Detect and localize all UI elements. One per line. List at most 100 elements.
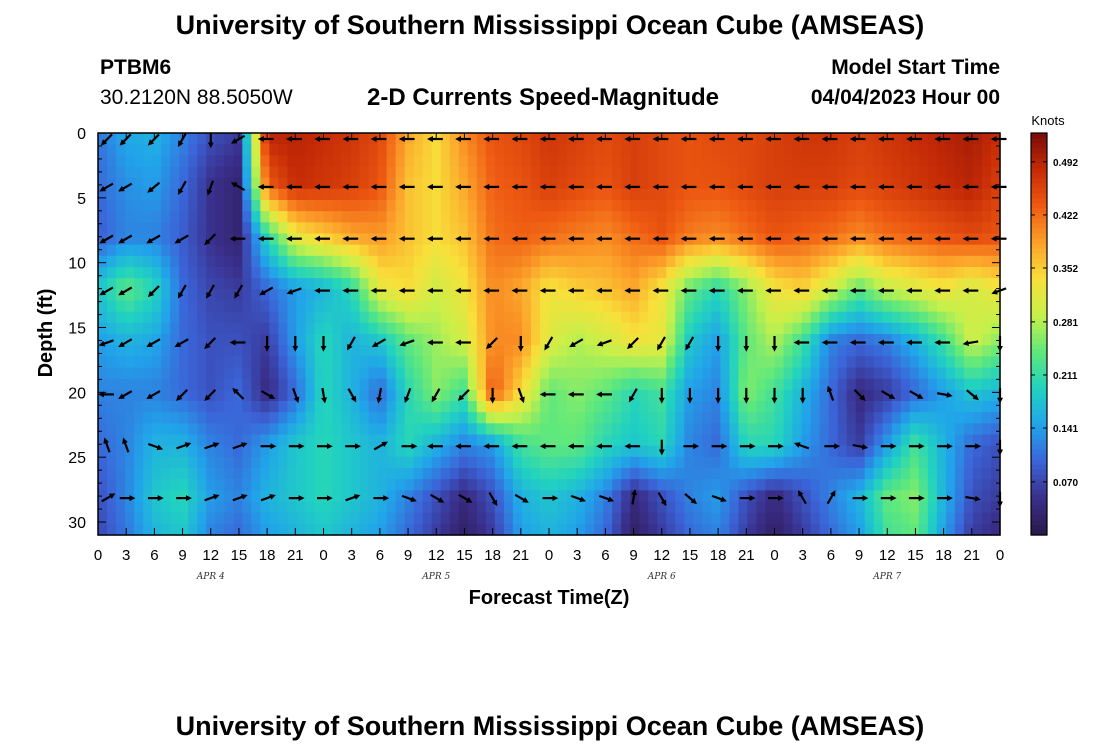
heatmap-cell	[792, 479, 803, 491]
heatmap-cell	[882, 490, 893, 503]
heatmap-cell	[377, 255, 388, 268]
heatmap-cell	[476, 222, 487, 235]
heatmap-cell	[963, 445, 974, 458]
heatmap-cell	[837, 512, 848, 525]
heatmap-cell	[377, 267, 388, 279]
colorbar-band	[1031, 278, 1047, 285]
heatmap-cell	[702, 289, 712, 302]
heatmap-cell	[521, 367, 532, 380]
heatmap-cell	[585, 233, 595, 246]
heatmap-cell	[603, 367, 613, 380]
heatmap-cell	[891, 166, 902, 179]
heatmap-cell	[981, 155, 992, 168]
heatmap-cell	[260, 423, 270, 436]
heatmap-cell	[720, 367, 730, 380]
heatmap-cell	[774, 490, 785, 503]
heatmap-cell	[846, 523, 857, 536]
heatmap-cell	[783, 278, 794, 290]
heatmap-cell	[675, 177, 685, 190]
heatmap-cell	[666, 334, 676, 346]
heatmap-cell	[278, 479, 289, 491]
heatmap-cell	[954, 401, 965, 413]
heatmap-cell	[981, 300, 992, 313]
heatmap-cell	[855, 177, 866, 190]
heatmap-cell	[206, 311, 216, 324]
heatmap-cell	[494, 345, 505, 357]
heatmap-cell	[684, 177, 694, 190]
heatmap-cell	[197, 166, 207, 179]
current-arrow	[206, 180, 215, 196]
heatmap-cell	[170, 177, 180, 190]
heatmap-cell	[233, 267, 243, 279]
heatmap-cell	[395, 456, 406, 469]
heatmap-cell	[675, 523, 685, 536]
heatmap-cell	[621, 322, 631, 335]
heatmap-cell	[774, 378, 785, 391]
heatmap-cell	[494, 423, 505, 436]
heatmap-cell	[675, 479, 685, 491]
heatmap-cell	[891, 445, 902, 458]
colorbar-band	[1031, 429, 1047, 436]
heatmap-cell	[783, 244, 794, 257]
heatmap-cell	[332, 267, 343, 279]
heatmap-cell	[693, 412, 703, 424]
heatmap-cell	[549, 278, 559, 290]
heatmap-cell	[648, 289, 658, 302]
heatmap-cell	[846, 501, 857, 514]
heatmap-cell	[981, 445, 992, 458]
heatmap-cell	[269, 155, 279, 168]
heatmap-cell	[260, 300, 270, 313]
heatmap-cell	[116, 501, 126, 514]
heatmap-cell	[98, 456, 108, 469]
heatmap-cell	[197, 289, 207, 302]
heatmap-cell	[431, 244, 442, 257]
heatmap-cell	[666, 177, 676, 190]
heatmap-cell	[684, 255, 694, 268]
heatmap-cell	[521, 456, 532, 469]
heatmap-cell	[215, 490, 225, 503]
heatmap-cell	[269, 401, 279, 413]
heatmap-cell	[891, 188, 902, 201]
heatmap-cell	[512, 512, 523, 525]
heatmap-cell	[972, 412, 983, 424]
heatmap-cell	[98, 200, 108, 212]
heatmap-cell	[675, 412, 685, 424]
heatmap-cell	[179, 222, 189, 235]
colorbar-band	[1031, 354, 1047, 360]
heatmap-cell	[188, 322, 198, 335]
colorbar-band	[1031, 328, 1047, 335]
heatmap-cell	[585, 378, 595, 391]
heatmap-cell	[873, 401, 884, 413]
heatmap-cell	[675, 289, 685, 302]
station-id: PTBM6	[100, 56, 172, 79]
heatmap-cell	[170, 155, 180, 168]
colorbar-band	[1031, 283, 1047, 290]
heatmap-cell	[918, 200, 929, 212]
heatmap-cell	[134, 423, 144, 436]
heatmap-cell	[233, 412, 243, 424]
heatmap-cell	[963, 523, 974, 536]
heatmap-cell	[765, 311, 776, 324]
heatmap-cell	[882, 211, 893, 223]
heatmap-cell	[711, 255, 721, 268]
heatmap-cell	[882, 345, 893, 357]
heatmap-cell	[197, 200, 207, 212]
heatmap-cell	[594, 423, 604, 436]
heatmap-cell	[981, 523, 992, 536]
heatmap-cell	[891, 423, 902, 436]
heatmap-cell	[350, 267, 361, 279]
heatmap-cell	[188, 378, 198, 391]
heatmap-cell	[918, 468, 929, 480]
heatmap-cell	[774, 144, 785, 156]
x-tick-label: 18	[935, 547, 952, 564]
heatmap-cell	[909, 200, 920, 212]
heatmap-cell	[377, 456, 388, 469]
heatmap-cell	[819, 367, 830, 380]
heatmap-cell	[440, 468, 451, 480]
x-tick-label: 3	[799, 547, 807, 564]
heatmap-cell	[675, 233, 685, 246]
heatmap-cell	[422, 490, 433, 503]
heatmap-cell	[125, 523, 135, 536]
heatmap-cell	[792, 188, 803, 201]
heatmap-cell	[98, 423, 108, 436]
